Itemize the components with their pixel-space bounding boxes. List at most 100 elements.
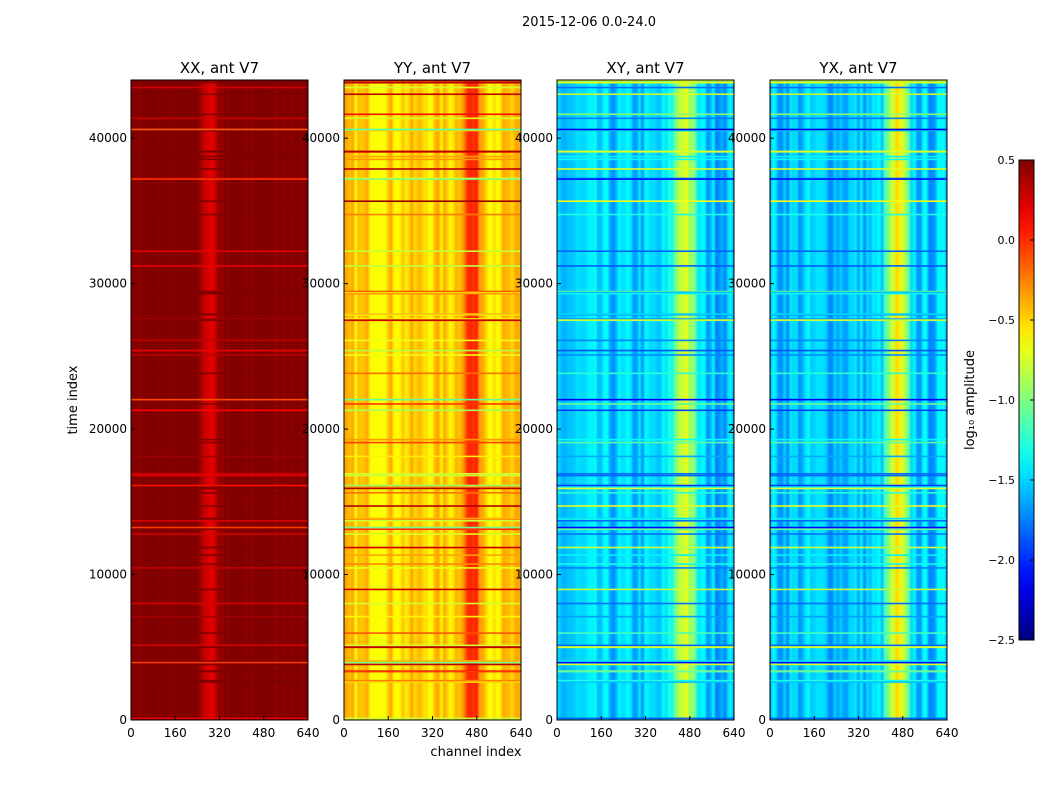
flagged-row — [770, 200, 947, 203]
flagged-row — [131, 474, 308, 477]
flagged-row — [770, 505, 947, 507]
flagged-row — [344, 265, 521, 267]
flagged-row — [770, 484, 947, 487]
flagged-row — [770, 660, 947, 662]
flagged-row — [557, 528, 734, 531]
flagged-row — [557, 403, 734, 405]
x-axis-label: channel index — [430, 745, 521, 760]
x-tick-label: 640 — [936, 726, 959, 740]
flagged-row — [344, 517, 521, 520]
x-tick-label: 480 — [252, 726, 275, 740]
flagged-row — [557, 563, 734, 565]
flagged-row — [770, 526, 947, 529]
y-axis-label: time index — [66, 365, 81, 434]
flagged-row — [557, 313, 734, 315]
flagged-row — [131, 250, 308, 253]
flagged-row — [770, 644, 947, 647]
y-tick-label: 30000 — [728, 277, 766, 291]
flagged-row — [131, 441, 308, 444]
flagged-row — [344, 485, 521, 488]
flagged-row — [770, 554, 947, 556]
y-tick-label: 20000 — [515, 422, 553, 436]
flagged-row — [344, 492, 521, 494]
flagged-row — [131, 681, 308, 683]
flagged-row — [344, 441, 521, 444]
flagged-row — [344, 644, 521, 647]
flagged-row — [344, 150, 521, 153]
flagged-row — [557, 644, 734, 647]
flagged-row — [770, 292, 947, 295]
flagged-row — [770, 354, 947, 356]
flagged-row — [770, 567, 947, 569]
flagged-row — [344, 250, 521, 253]
flagged-row — [131, 455, 308, 458]
flagged-row — [770, 663, 947, 666]
y-tick-label: 0 — [119, 713, 127, 727]
flagged-row — [344, 113, 521, 116]
flagged-row — [344, 526, 521, 529]
flagged-row — [770, 158, 947, 161]
y-tick-label: 30000 — [302, 277, 340, 291]
flagged-row — [344, 81, 521, 84]
flagged-row — [557, 438, 734, 441]
flagged-row — [770, 319, 947, 321]
flagged-row — [557, 291, 734, 294]
flagged-row — [557, 487, 734, 490]
flagged-row — [770, 563, 947, 565]
flagged-row — [131, 178, 308, 180]
panel-title: XX, ant V7 — [180, 59, 259, 77]
flagged-row — [131, 526, 308, 529]
y-tick-label: 0 — [332, 713, 340, 727]
x-tick-label: 320 — [421, 726, 444, 740]
flagged-row — [131, 155, 308, 158]
colorbar-tick-label: 0.5 — [998, 154, 1016, 167]
x-tick-label: 0 — [553, 726, 561, 740]
flagged-row — [344, 438, 521, 441]
x-tick-label: 320 — [847, 726, 870, 740]
x-tick-label: 640 — [723, 726, 746, 740]
flagged-row — [131, 505, 308, 507]
flagged-row — [557, 339, 734, 342]
flagged-row — [344, 679, 521, 682]
flagged-row — [131, 484, 308, 487]
flagged-row — [344, 487, 521, 490]
flagged-row — [770, 474, 947, 477]
flagged-row — [557, 670, 734, 673]
flagged-row — [770, 661, 947, 664]
flagged-row — [344, 520, 521, 522]
x-tick-label: 160 — [590, 726, 613, 740]
y-tick-label: 10000 — [515, 568, 553, 582]
flagged-row — [557, 319, 734, 321]
flagged-row — [770, 455, 947, 458]
flagged-row — [344, 661, 521, 664]
x-tick-label: 0 — [766, 726, 774, 740]
flagged-row — [131, 319, 308, 321]
flagged-row — [770, 492, 947, 494]
flagged-row — [770, 602, 947, 605]
flagged-row — [557, 292, 734, 295]
x-tick-label: 160 — [377, 726, 400, 740]
y-tick-label: 10000 — [302, 568, 340, 582]
flagged-row — [770, 398, 947, 401]
x-tick-label: 480 — [891, 726, 914, 740]
x-tick-label: 480 — [678, 726, 701, 740]
flagged-row — [557, 517, 734, 520]
flagged-row — [131, 86, 308, 89]
flagged-row — [557, 505, 734, 507]
panel-4: YX, ant V7 0 160 320 480 640 0 10000 20000 30000 4… — [728, 59, 959, 740]
colorbar: 0.5 0.0 −0.5 −1.0 −1.5 −2.0 −2.5 — [988, 154, 1035, 647]
flagged-row — [131, 81, 308, 84]
flagged-row — [770, 178, 947, 180]
flagged-row — [344, 615, 521, 618]
flagged-row — [344, 313, 521, 315]
flagged-row — [557, 546, 734, 549]
flagged-row — [344, 372, 521, 375]
flagged-row — [557, 265, 734, 267]
flagged-row — [131, 528, 308, 531]
flagged-row — [344, 86, 521, 89]
flagged-row — [131, 546, 308, 549]
flagged-row — [131, 602, 308, 605]
flagged-row — [557, 492, 734, 494]
flagged-row — [770, 679, 947, 682]
panel-title: XY, ant V7 — [606, 59, 684, 77]
